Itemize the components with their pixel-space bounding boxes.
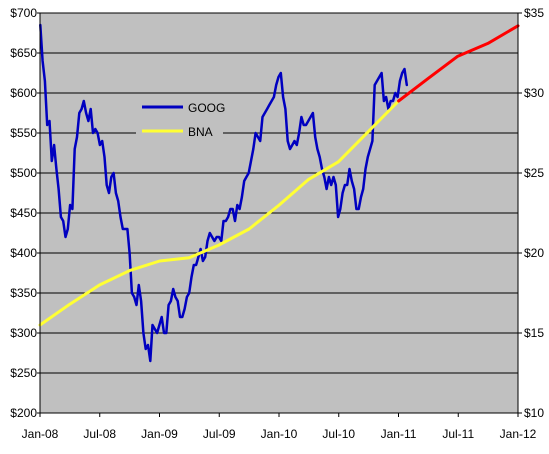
y-left-tick-label: $500 bbox=[10, 166, 37, 180]
y-left-tick-label: $650 bbox=[10, 46, 37, 60]
y-right-tick-label: $10 bbox=[524, 406, 544, 420]
y-left-tick-label: $450 bbox=[10, 206, 37, 220]
y-left-tick-label: $700 bbox=[10, 6, 37, 20]
y-left-tick-label: $200 bbox=[10, 406, 37, 420]
legend-label-goog: GOOG bbox=[188, 101, 225, 115]
y-right-tick-label: $35 bbox=[524, 6, 544, 20]
y-left-tick-label: $300 bbox=[10, 326, 37, 340]
legend-box bbox=[136, 97, 223, 145]
y-left-tick-label: $350 bbox=[10, 286, 37, 300]
series-line-bna bbox=[38, 99, 401, 327]
legend: GOOG BNA bbox=[136, 97, 225, 145]
x-tick-label: Jul-10 bbox=[322, 427, 355, 441]
x-tick-label: Jan-09 bbox=[141, 427, 178, 441]
plot-frame bbox=[39, 12, 519, 414]
y-right-tick-label: $25 bbox=[524, 166, 544, 180]
series-line-bna-projection bbox=[397, 24, 520, 103]
x-tick-label: Jul-08 bbox=[83, 427, 116, 441]
x-tick-label: Jan-08 bbox=[22, 427, 59, 441]
axis-layer: $200 $250 $300 $350 $400 $450 $500 $550 $600 $650… bbox=[10, 6, 544, 441]
y-left-tick-label: $550 bbox=[10, 126, 37, 140]
y-left-tick-label: $600 bbox=[10, 86, 37, 100]
x-tick-label: Jan-10 bbox=[261, 427, 298, 441]
y-right-tick-label: $30 bbox=[524, 86, 544, 100]
x-tick-label: Jan-11 bbox=[381, 427, 417, 441]
y-left-tick-label: $250 bbox=[10, 366, 37, 380]
series-layer bbox=[38, 23, 520, 363]
y-right-tick-label: $15 bbox=[524, 326, 544, 340]
x-tick-label: Jul-11 bbox=[442, 427, 474, 441]
y-right-tick-label: $20 bbox=[524, 246, 544, 260]
legend-label-bna: BNA bbox=[188, 125, 213, 139]
x-tick-label: Jan-12 bbox=[500, 427, 537, 441]
x-tick-label: Jul-09 bbox=[203, 427, 236, 441]
series-line-goog bbox=[39, 23, 409, 363]
y-left-tick-label: $400 bbox=[10, 246, 37, 260]
